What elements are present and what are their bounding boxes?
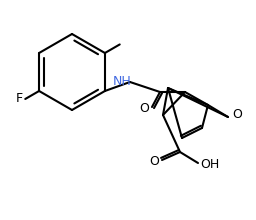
Text: O: O xyxy=(149,154,159,167)
Text: NH: NH xyxy=(112,75,131,88)
Text: O: O xyxy=(232,108,242,121)
Text: F: F xyxy=(16,92,23,105)
Text: O: O xyxy=(139,101,149,114)
Text: OH: OH xyxy=(200,158,219,170)
